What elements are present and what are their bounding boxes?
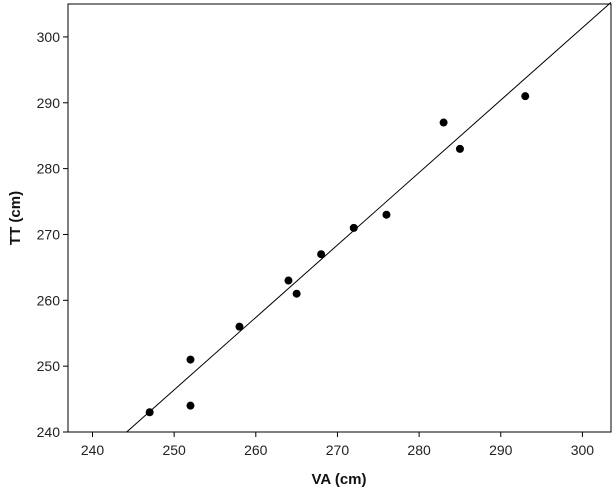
data-point <box>439 118 448 127</box>
y-axis: 240 250 260 270 280 290 300 <box>37 29 68 440</box>
data-point <box>284 276 293 285</box>
data-point <box>349 223 358 232</box>
y-tick-label: 250 <box>37 358 61 374</box>
y-axis-title: TT (cm) <box>7 191 24 245</box>
y-tick-label: 240 <box>37 424 61 440</box>
x-tick-label: 290 <box>489 442 513 458</box>
x-tick-label: 280 <box>407 442 431 458</box>
data-point <box>186 355 195 364</box>
data-point <box>317 250 326 259</box>
x-tick-label: 270 <box>326 442 350 458</box>
x-axis: 240 250 260 270 280 290 300 <box>81 432 594 458</box>
data-point <box>186 401 195 410</box>
x-axis-title: VA (cm) <box>311 471 366 488</box>
x-tick-label: 260 <box>244 442 268 458</box>
x-tick-label: 300 <box>571 442 595 458</box>
y-tick-label: 290 <box>37 95 61 111</box>
y-tick-label: 270 <box>37 226 61 242</box>
fit-line <box>126 1 612 433</box>
data-point <box>292 289 301 298</box>
y-tick-label: 280 <box>37 161 61 177</box>
data-point <box>235 322 244 331</box>
x-tick-label: 250 <box>162 442 186 458</box>
data-points <box>145 92 530 417</box>
plot-area <box>67 3 612 433</box>
y-tick-label: 300 <box>37 29 61 45</box>
data-point <box>455 144 464 153</box>
x-tick-label: 240 <box>81 442 105 458</box>
y-tick-label: 260 <box>37 292 61 308</box>
data-point <box>521 92 530 101</box>
data-point <box>145 408 154 417</box>
data-point <box>382 210 391 219</box>
